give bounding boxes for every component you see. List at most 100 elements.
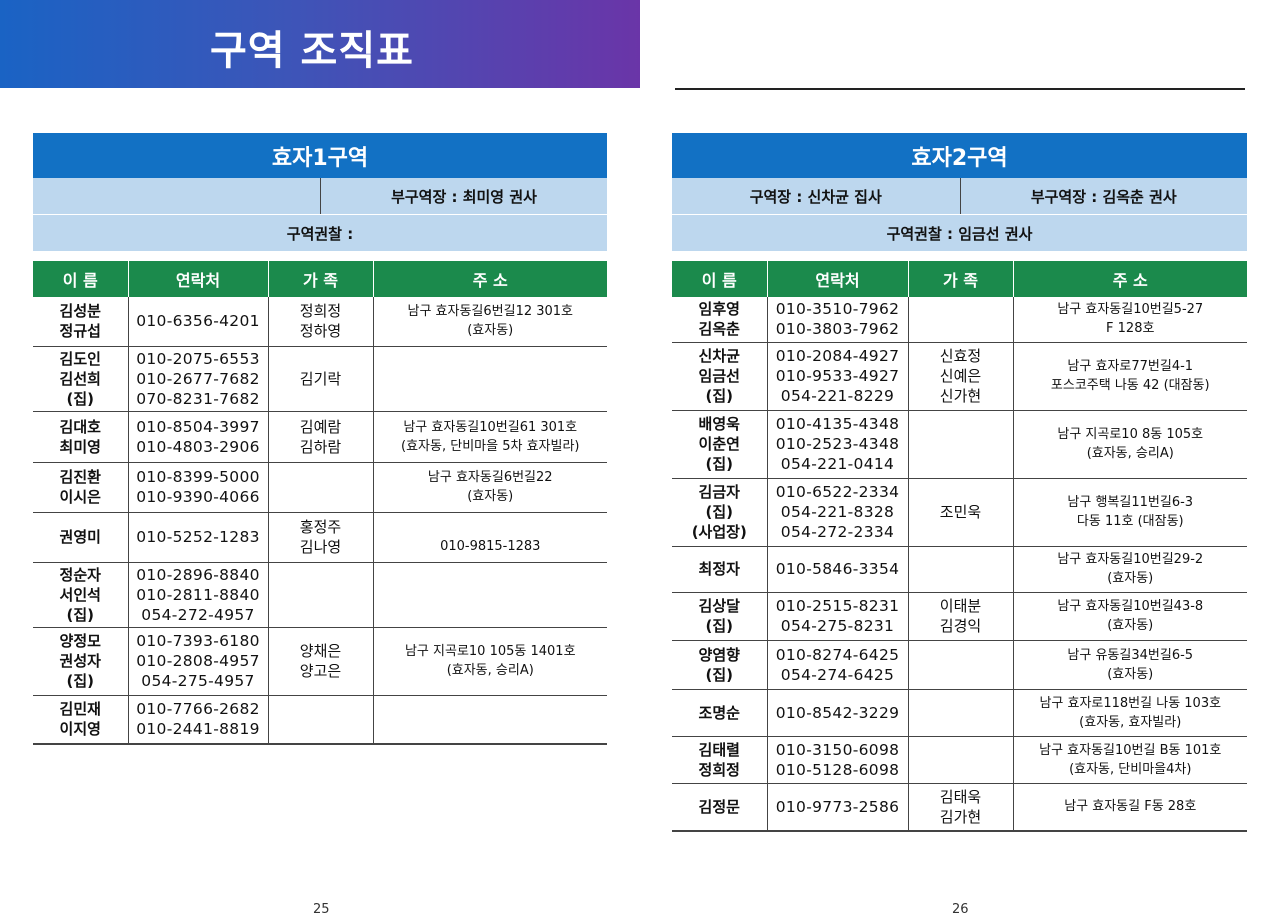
family-cell: [267, 462, 373, 513]
name-cell: 조명순: [672, 689, 767, 737]
leader-row: 부구역장 : 최미영 권사: [33, 178, 607, 215]
column-header: 가 족: [907, 261, 1013, 297]
family-cell: [267, 695, 373, 745]
column-header: 연락처: [127, 261, 268, 297]
address-cell: 남구 효자동길10번길43-8 (효자동): [1012, 592, 1247, 641]
family-cell: 신효정 신예은 신가현: [907, 342, 1013, 411]
name-cell: 신차균 임금선 (집): [672, 342, 767, 411]
family-cell: 이태분 김경익: [907, 592, 1013, 641]
name-cell: 김태렬 정희정: [672, 736, 767, 784]
table-row: 김도인 김선희 (집) 010-2075-6553 010-2677-7682 0…: [33, 346, 607, 412]
family-cell: 조민욱: [907, 478, 1013, 547]
leader-cell: 구역장 : 신차균 집사: [749, 187, 882, 206]
leader-row: 구역장 : 신차균 집사 부구역장 : 김옥춘 권사: [672, 178, 1247, 215]
table-row: 김대호 최미영 010-8504-3997 010-4803-2906 김예람 김하…: [33, 411, 607, 463]
table-row: 양정모 권성자 (집) 010-7393-6180 010-2808-4957 0…: [33, 627, 607, 696]
secretary-cell: 구역권찰 : 임금선 권사: [886, 224, 1033, 243]
family-cell: [907, 297, 1013, 343]
title-banner: 구역 조직표: [0, 0, 640, 88]
table-row: 김성분 정규섭 010-6356-4201 정희정 정하영 남구 효자동길6번길12 …: [33, 297, 607, 347]
phone-cell: 010-7393-6180 010-2808-4957 054-275-4957: [127, 627, 268, 696]
name-cell: 김상달 (집): [672, 592, 767, 641]
name-cell: 김성분 정규섭: [33, 297, 128, 347]
phone-cell: 010-6356-4201: [127, 297, 268, 347]
section-title: 효자2구역: [672, 133, 1247, 178]
address-cell: 남구 효자동길10번길61 301호 (효자동, 단비마을 5차 효자빌라): [372, 411, 607, 463]
table-row: 신차균 임금선 (집) 010-2084-4927 010-9533-4927 0…: [672, 342, 1247, 411]
phone-cell: 010-2896-8840 010-2811-8840 054-272-4957: [127, 562, 268, 628]
phone-cell: 010-9773-2586: [766, 783, 908, 832]
leader-cell: [33, 178, 320, 214]
address-cell: 남구 유동길34번길6-5 (효자동): [1012, 640, 1247, 690]
phone-cell: 010-3150-6098 010-5128-6098: [766, 736, 908, 784]
table-row: 권영미 010-5252-1283 홍정주 김나영 010-9815-1283: [33, 512, 607, 563]
family-cell: [907, 736, 1013, 784]
phone-cell: 010-3510-7962 010-3803-7962: [766, 297, 908, 343]
phone-cell: 010-8504-3997 010-4803-2906: [127, 411, 268, 463]
address-cell: 남구 행복길11번길6-3 다동 11호 (대잠동): [1012, 478, 1247, 547]
address-cell: 남구 지곡로10 8동 105호 (효자동, 승리A): [1012, 410, 1247, 479]
name-cell: 양정모 권성자 (집): [33, 627, 128, 696]
divider: [675, 88, 1245, 90]
table-row: 정순자 서인석 (집) 010-2896-8840 010-2811-8840 0…: [33, 562, 607, 628]
name-cell: 김금자 (집) (사업장): [672, 478, 767, 547]
family-cell: [907, 640, 1013, 690]
secretary-cell: 구역권찰 :: [286, 224, 354, 243]
page-number: 25: [313, 902, 330, 917]
column-header: 가 족: [267, 261, 373, 297]
address-cell: 남구 효자동길10번길 B동 101호 (효자동, 단비마을4차): [1012, 736, 1247, 784]
table-row: 김상달 (집) 010-2515-8231 054-275-8231 이태분 김경익…: [672, 592, 1247, 641]
page-title: 구역 조직표: [210, 28, 414, 74]
family-cell: [907, 546, 1013, 593]
name-cell: 김도인 김선희 (집): [33, 346, 128, 412]
table-row: 조명순 010-8542-3229 남구 효자로118번길 나동 103호 (효자동…: [672, 689, 1247, 737]
address-cell: [372, 562, 607, 628]
address-cell: 남구 효자동길6번길12 301호 (효자동): [372, 297, 607, 347]
leader-cell: 부구역장 : 최미영 권사: [320, 178, 607, 214]
table-row: 임후영 김옥춘 010-3510-7962 010-3803-7962 남구 효자동…: [672, 297, 1247, 343]
family-cell: 홍정주 김나영: [267, 512, 373, 563]
table-row: 김정문 010-9773-2586 김태욱 김가현 남구 효자동길 F동 28호: [672, 783, 1247, 832]
name-cell: 양염향 (집): [672, 640, 767, 690]
name-cell: 김민재 이지영: [33, 695, 128, 745]
family-cell: 김태욱 김가현: [907, 783, 1013, 832]
name-cell: 정순자 서인석 (집): [33, 562, 128, 628]
address-cell: 010-9815-1283: [372, 512, 607, 563]
phone-cell: 010-5846-3354: [766, 546, 908, 593]
phone-cell: 010-2084-4927 010-9533-4927 054-221-8229: [766, 342, 908, 411]
address-cell: [372, 346, 607, 412]
address-cell: 남구 효자동길10번길5-27 F 128호: [1012, 297, 1247, 343]
family-cell: 김예람 김하람: [267, 411, 373, 463]
address-cell: 남구 효자동길 F동 28호: [1012, 783, 1247, 832]
family-cell: 양채은 양고은: [267, 627, 373, 696]
table-row: 배영욱 이춘연 (집) 010-4135-4348 010-2523-4348 0…: [672, 410, 1247, 479]
name-cell: 김진환 이시은: [33, 462, 128, 513]
column-header: 연락처: [766, 261, 908, 297]
address-cell: [372, 695, 607, 745]
family-cell: [907, 410, 1013, 479]
table-row: 김금자 (집) (사업장) 010-6522-2334 054-221-8328 …: [672, 478, 1247, 547]
secretary-row: 구역권찰 : 임금선 권사: [672, 215, 1247, 252]
phone-cell: 010-6522-2334 054-221-8328 054-272-2334: [766, 478, 908, 547]
phone-cell: 010-8542-3229: [766, 689, 908, 737]
address-cell: 남구 지곡로10 105동 1401호 (효자동, 승리A): [372, 627, 607, 696]
phone-cell: 010-8274-6425 054-274-6425: [766, 640, 908, 690]
phone-cell: 010-4135-4348 010-2523-4348 054-221-0414: [766, 410, 908, 479]
column-header: 이 름: [672, 261, 767, 297]
phone-cell: 010-8399-5000 010-9390-4066: [127, 462, 268, 513]
name-cell: 권영미: [33, 512, 128, 563]
column-header: 이 름: [33, 261, 128, 297]
family-cell: 정희정 정하영: [267, 297, 373, 347]
phone-cell: 010-2515-8231 054-275-8231: [766, 592, 908, 641]
address-cell: 남구 효자로77번길4-1 포스코주택 나동 42 (대잠동): [1012, 342, 1247, 411]
page-number: 26: [952, 902, 969, 917]
secretary-row: 구역권찰 :: [33, 215, 607, 252]
phone-cell: 010-7766-2682 010-2441-8819: [127, 695, 268, 745]
table-row: 최정자 010-5846-3354 남구 효자동길10번길29-2 (효자동): [672, 546, 1247, 593]
